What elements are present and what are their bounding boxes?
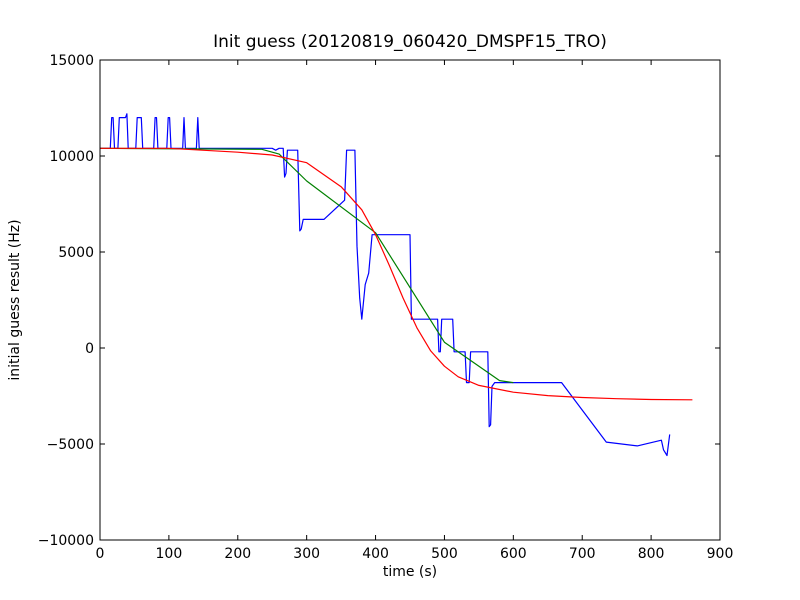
x-tick-label: 700 (569, 546, 596, 562)
y-tick-label: 5000 (58, 245, 94, 261)
x-tick-label: 800 (638, 546, 665, 562)
x-tick-label: 100 (156, 546, 183, 562)
y-tick-label: −5000 (47, 437, 94, 453)
series-line-1 (100, 113, 671, 457)
x-tick-label: 200 (224, 546, 251, 562)
x-axis-label: time (s) (383, 564, 437, 580)
plot-area (99, 59, 721, 541)
y-axis-label: initial guess result (Hz) (7, 219, 23, 380)
x-tick-label: 300 (293, 546, 320, 562)
chart-title: Init guess (20120819_060420_DMSPF15_TRO) (213, 32, 607, 52)
tick-layer: 0 100 200 300 400 500 600 700 800 900 −10000 −5000 0… (38, 53, 734, 562)
x-tick-label: 500 (431, 546, 458, 562)
series-line-2 (99, 147, 514, 384)
x-tick-label: 600 (500, 546, 527, 562)
y-tick-label: 10000 (49, 149, 94, 165)
y-tick-label: 0 (85, 341, 94, 357)
x-tick-label: 400 (362, 546, 389, 562)
x-tick-label: 0 (96, 546, 105, 562)
y-tick-label: 15000 (49, 53, 94, 69)
x-tick-label: 900 (707, 546, 734, 562)
series-layer (99, 113, 693, 457)
plot-frame (99, 59, 721, 541)
series-line-3 (100, 147, 693, 401)
y-tick-label: −10000 (38, 533, 94, 549)
